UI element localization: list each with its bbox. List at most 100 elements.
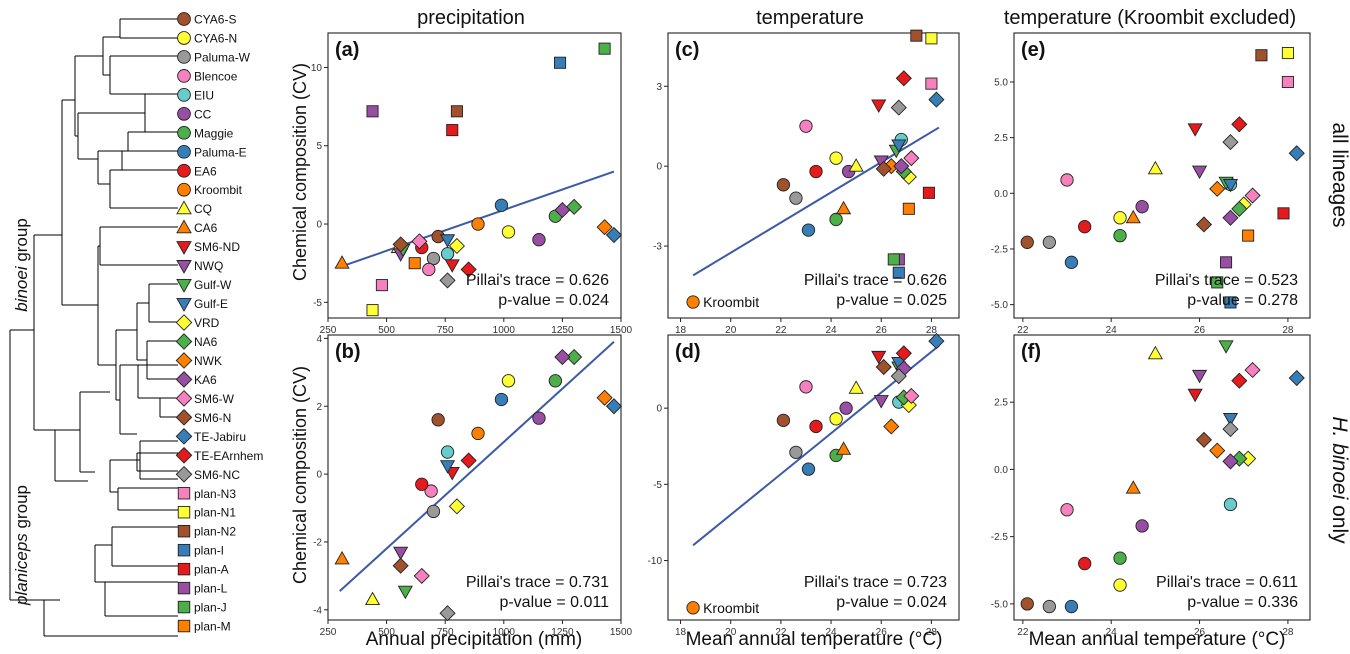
panel-label-a: (a) [335,39,359,61]
legend-marker-plan-m [177,619,191,633]
y-tick-label-c: -3 [653,242,662,253]
y-tick-label-b: 2 [316,402,322,413]
data-point-b-ca6 [334,550,350,565]
x-tick-label-a: 250 [320,325,337,336]
stat-annotation-b-0: Pillai's trace = 0.731 [466,574,609,591]
data-point-f-ea6 [1078,556,1092,571]
data-point-a-plan-n1 [366,304,379,317]
x-tick-label-b: 750 [437,627,454,638]
data-point-c-paluma-e [801,223,816,237]
data-point-b-cq [364,591,381,606]
data-point-c-plan-i [892,266,905,279]
column-title-temperature-kroombit-excluded: temperature (Kroombit excluded) [1004,7,1296,29]
data-point-d-sm6-w [903,387,920,405]
key-marker-c [686,295,700,309]
data-point-a-gulf-e [439,234,456,248]
legend-marker-maggie [177,125,191,140]
data-point-d-paluma-w [789,445,803,460]
y-tick-label-b: -2 [313,537,322,548]
x-axis-label-precipitation: Annual precipitation (mm) [366,629,582,650]
row-label-all-lineages: all lineages [1328,122,1350,227]
legend-marker-ea6 [177,163,191,178]
y-axis-label-top: Chemical composition (CV) [290,63,310,281]
legend-label-nwq: NWQ [194,259,223,273]
data-point-e-paluma-e [1064,255,1079,269]
data-point-c-sm6-n [875,160,892,177]
legend-marker-sm6-nd [176,241,192,255]
data-point-f-cya6-s [1020,597,1034,611]
data-point-e-plan-i [1224,296,1237,309]
y-tick-label-e: 2.5 [994,133,1008,144]
data-point-c-plan-n2 [910,29,923,42]
y-tick-label-e: -5.0 [991,300,1009,311]
data-point-f-sm6-w [1244,361,1261,379]
legend-label-paluma-w: Paluma-W [194,50,251,64]
legend-label-te-earnhem: TE-EArnhem [194,449,263,463]
data-point-b-vrd [448,498,465,515]
legend-label-sm6-w: SM6-W [194,392,235,406]
legend-label-cya6-n: CYA6-N [194,31,237,45]
data-point-a-plan-j [598,42,611,55]
data-point-b-na6 [566,348,583,366]
x-tick-label-d: 24 [825,627,837,638]
legend-marker-plan-a [177,562,191,576]
data-point-b-sm6-n [392,557,409,574]
data-point-a-plan-n3 [375,279,388,292]
y-tick-label-f: -2.5 [991,532,1009,543]
data-point-f-cq [1147,345,1163,360]
legend-label-plan-n3: plan-N3 [194,487,236,501]
data-point-e-plan-a [1277,207,1290,220]
data-point-c-cq [848,158,864,172]
legend-marker-paluma-w [177,50,191,64]
legend-marker-plan-l [177,581,191,595]
panel-label-b: (b) [335,341,361,363]
data-point-e-ka6 [1222,209,1239,226]
x-tick-label-d: 22 [775,627,787,638]
y-tick-label-f: 2.5 [994,398,1008,409]
legend-marker-te-earnhem [175,446,193,464]
data-point-f-te-jabiru [1288,369,1305,387]
y-tick-label-e: -2.5 [991,244,1009,255]
legend-marker-gulf-e [176,297,192,312]
tree-group-label-planiceps: planiceps group [12,485,31,606]
data-point-a-paluma-e [494,198,509,212]
x-tick-label-b: 250 [320,627,337,638]
y-axis-label-bottom: Chemical composition (CV) [290,366,310,584]
legend-label-sm6-nc: SM6-NC [194,468,240,482]
panel-frame-f [1013,334,1311,621]
data-point-b-eiu [440,445,455,459]
data-point-b-gulf-e [439,460,456,474]
data-point-e-te-jabiru [1288,145,1305,162]
legend-marker-plan-n3 [177,487,191,500]
data-point-f-blencoe [1060,503,1074,517]
legend-label-sm6-n: SM6-N [194,411,231,425]
y-tick-label-e: 0.0 [994,189,1008,200]
legend-marker-sm6-w [175,390,193,407]
legend-label-blencoe: Blencoe [194,69,238,83]
data-point-b-kroombit [471,426,485,441]
y-tick-label-d: 0 [656,404,662,415]
data-point-e-plan-n1 [1281,47,1294,60]
data-point-c-plan-a [922,186,935,199]
data-point-e-plan-m [1242,229,1255,242]
data-point-e-sm6-w [1244,187,1261,204]
data-point-c-paluma-w [789,191,803,205]
scatter-panels: -5 0 5 10 250 500 750 1000 1250 1500 (a) Pillai's t… [311,29,1311,638]
x-axis-label-temperature-excluded: Mean annual temperature (°C) [1029,629,1286,650]
data-point-a-nwk [596,219,613,236]
data-point-d-ea6 [809,419,823,434]
legend-marker-plan-i [177,543,191,557]
legend-label-plan-n1: plan-N1 [194,506,236,520]
svg-text:H. binoei only: H. binoei only [1328,416,1350,544]
data-point-b-blencoe [424,484,438,498]
row-label-only: only [1328,505,1350,544]
legend-marker-sm6-n [175,409,193,426]
data-point-a-ka6 [554,201,571,219]
stat-annotation-a-1: p-value = 0.024 [498,292,609,309]
panel-a: -5 0 5 10 250 500 750 1000 1250 1500 (a) Pillai's t… [311,32,633,336]
legend-label-gulf-e: Gulf-E [194,297,228,311]
legend-marker-gulf-w [176,279,192,293]
data-point-f-te-earnhem [1231,372,1248,389]
legend-label-ka6: KA6 [194,373,217,387]
